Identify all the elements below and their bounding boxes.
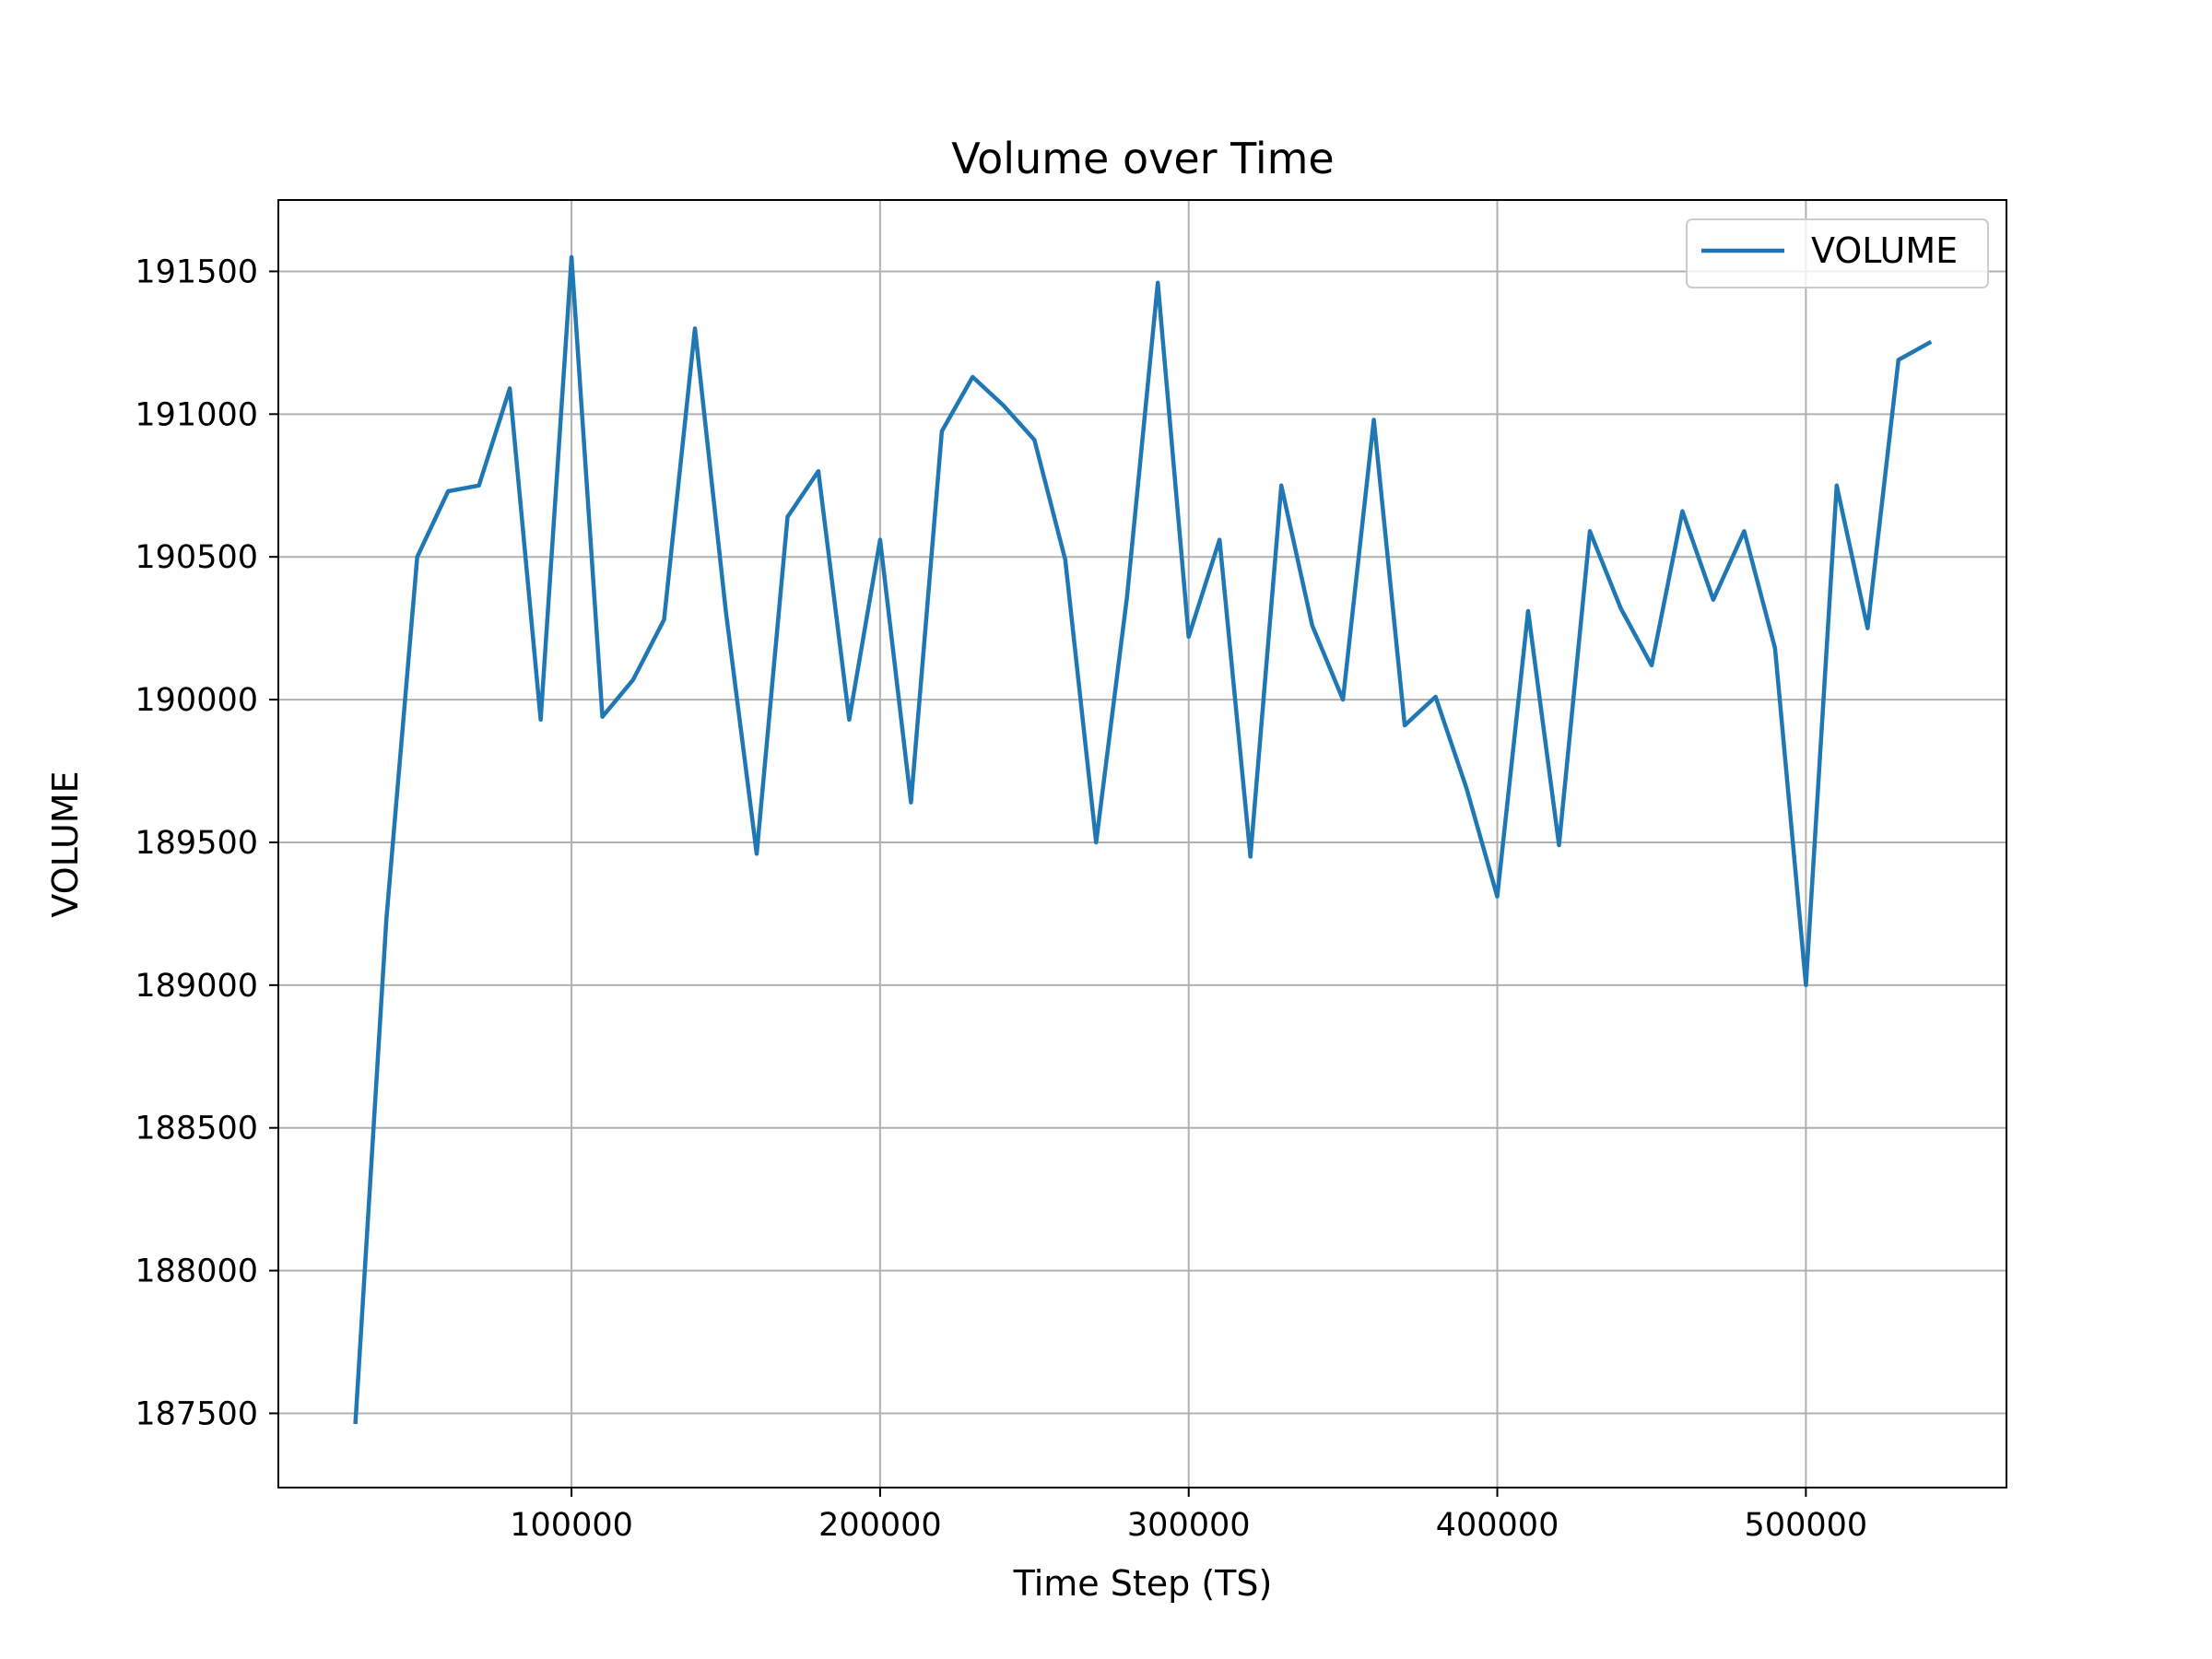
x-tick-label: 500000 [1745,1507,1868,1544]
chart-title: Volume over Time [951,134,1334,183]
y-axis-title: VOLUME [45,771,86,917]
x-tick-label: 200000 [818,1507,942,1544]
y-axis-ticks: 187500 188000 188500 189000 189500 190000 1905… [135,253,278,1432]
legend-box [1686,218,1989,288]
x-tick-label: 300000 [1127,1507,1251,1544]
series-line-volume [353,254,1933,1425]
y-tick-label: 187500 [135,1395,258,1432]
y-tick-label: 188000 [135,1253,258,1290]
x-axis-ticks: 100000 200000 300000 400000 500000 [510,1488,1867,1544]
series-lines [353,254,1933,1425]
y-tick-label: 190500 [135,539,258,576]
y-tick-label: 190000 [135,682,258,719]
legend: VOLUME [1686,218,1989,288]
x-tick-label: 400000 [1436,1507,1559,1544]
y-tick-label: 191500 [135,253,258,290]
plot-area-frame [277,199,2007,1488]
legend-label: VOLUME [1811,230,1958,271]
y-tick-label: 189500 [135,825,258,862]
y-tick-label: 188500 [135,1111,258,1147]
grid-lines [278,200,2006,1488]
x-axis-title: Time Step (TS) [1013,1563,1273,1604]
x-tick-label: 100000 [510,1507,633,1544]
y-tick-label: 191000 [135,396,258,433]
y-tick-label: 189000 [135,968,258,1005]
